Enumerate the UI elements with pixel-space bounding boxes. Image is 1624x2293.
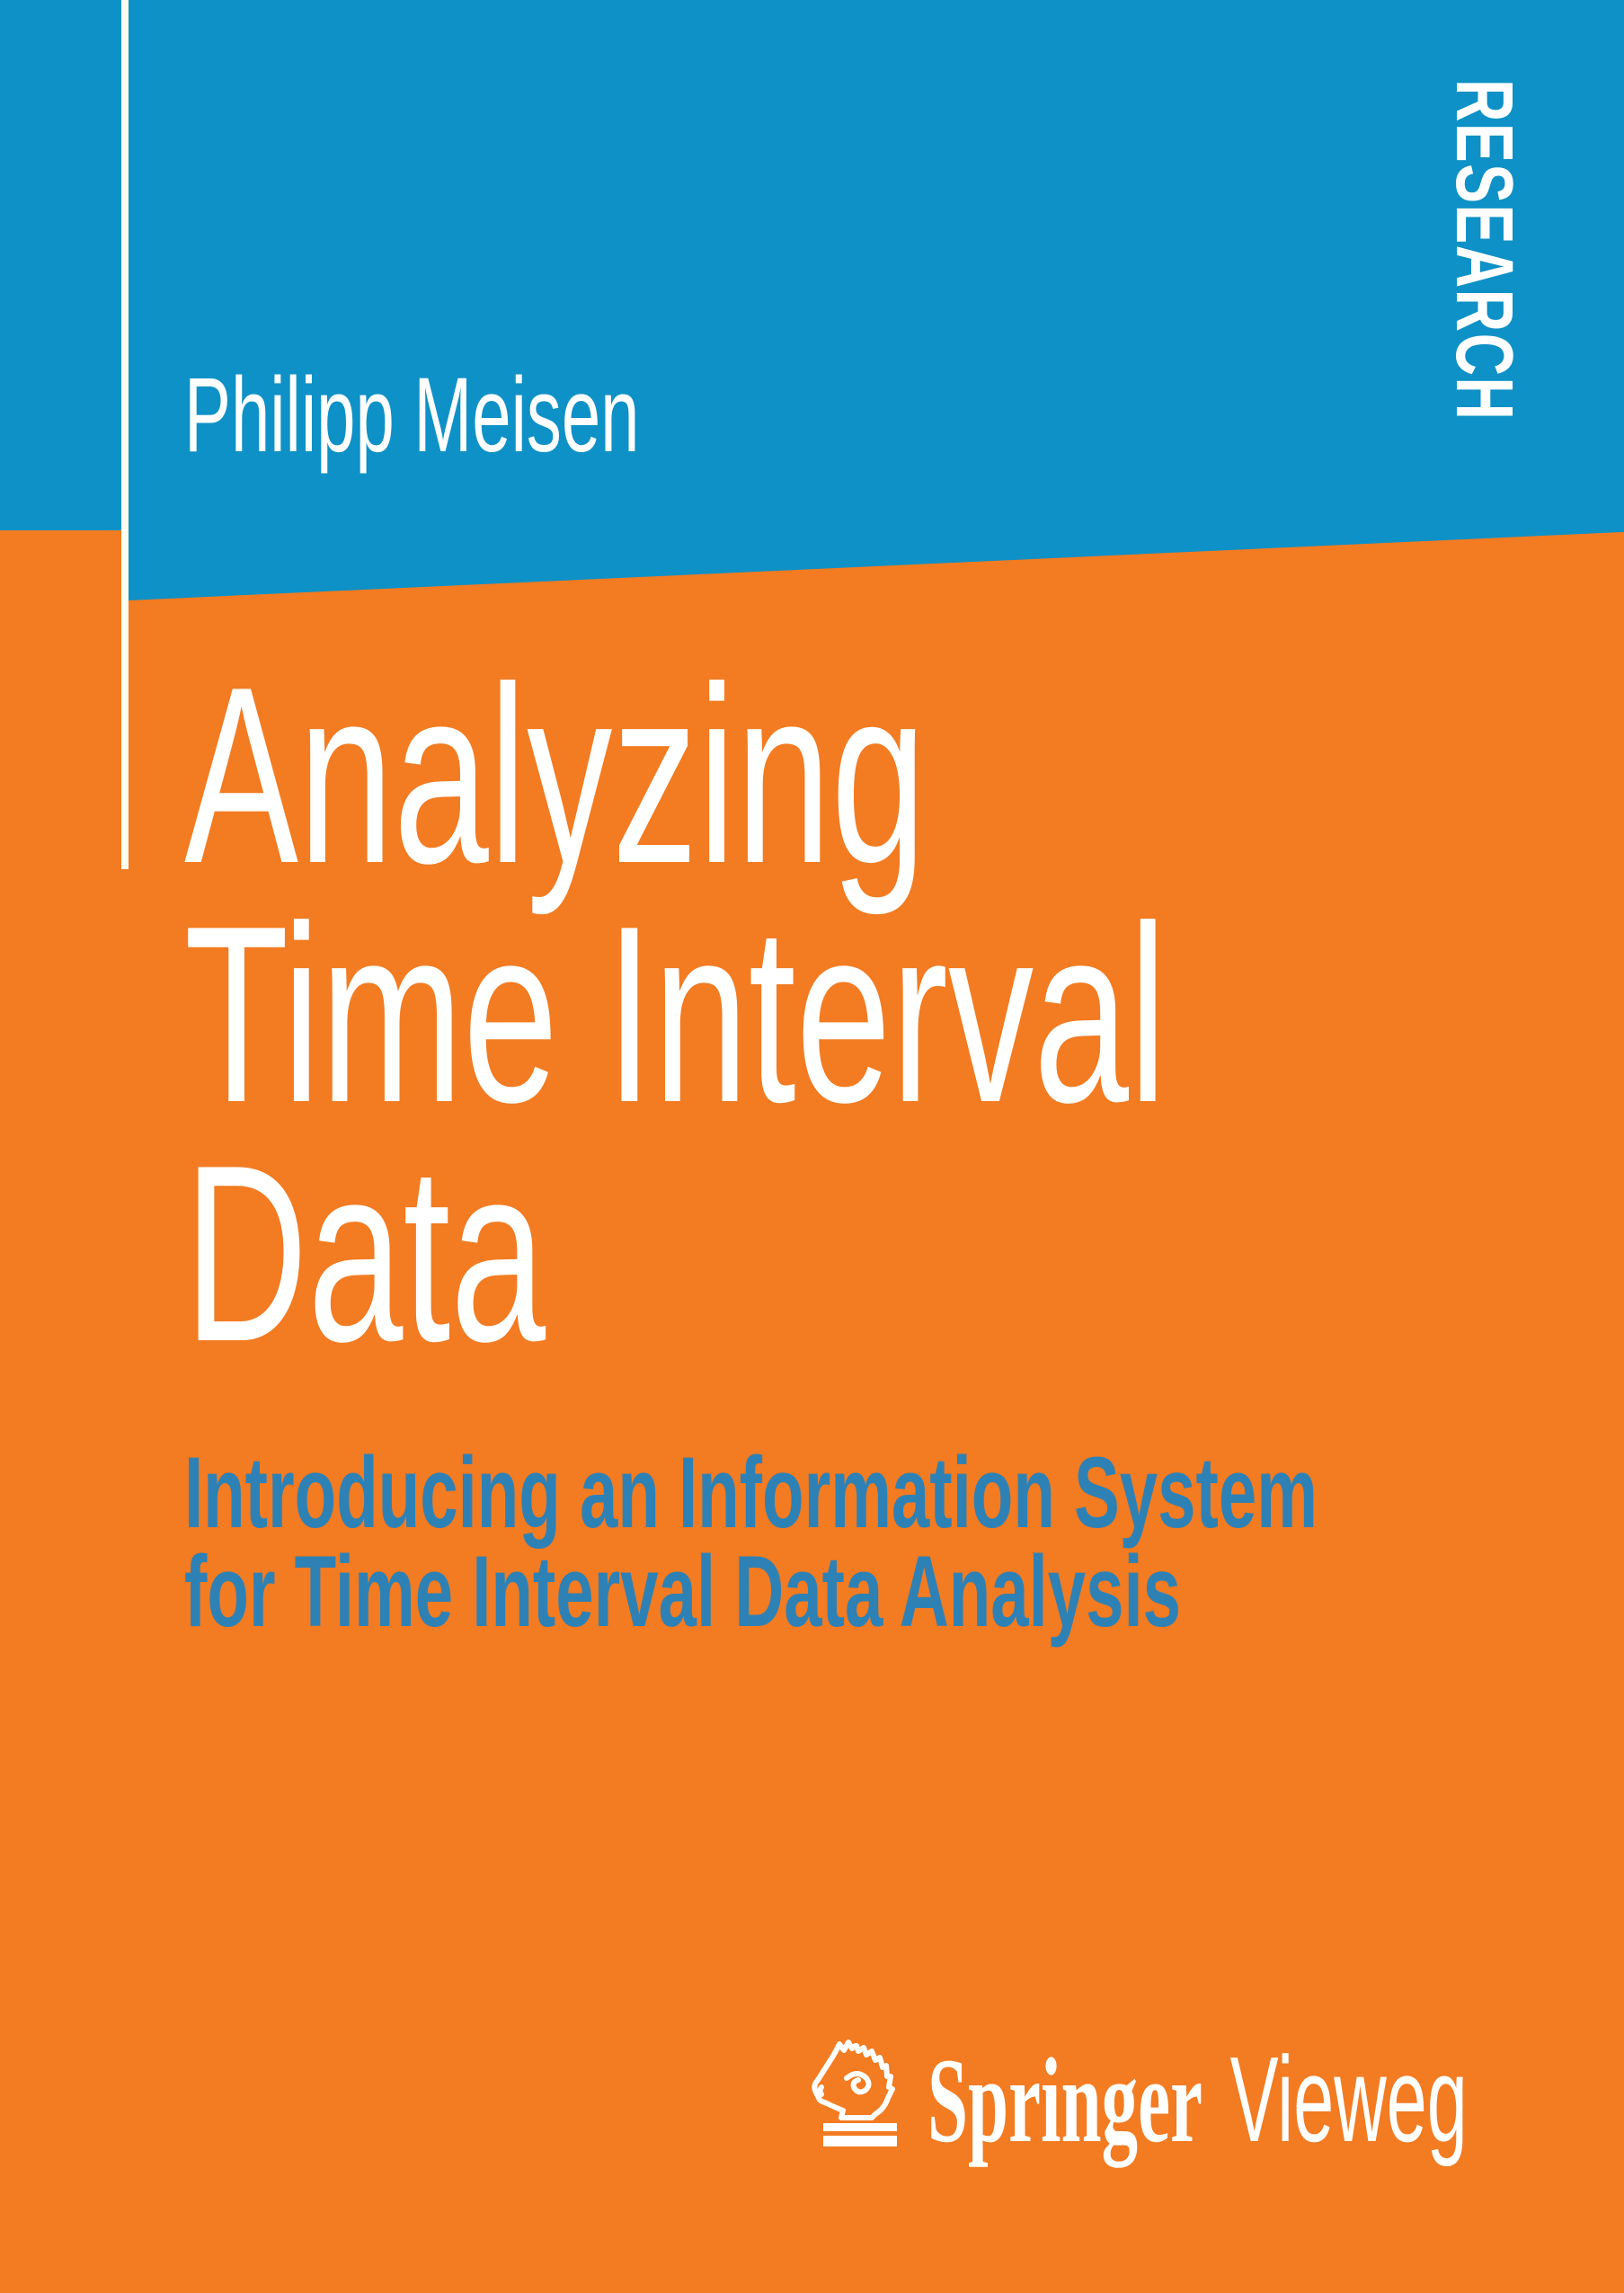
vertical-rule <box>121 0 129 869</box>
title-line-2: Time Interval <box>184 875 1167 1155</box>
title-line-3: Data <box>184 1114 546 1394</box>
springer-knight-icon <box>807 2035 902 2146</box>
book-subtitle: Introducing an Information System for Ti… <box>184 1436 1318 1648</box>
subtitle-line-2: for Time Interval Data Analysis <box>184 1535 1181 1648</box>
publisher-name-vieweg: Vieweg <box>1229 2031 1468 2167</box>
blue-band <box>129 0 1624 600</box>
publisher-name-springer: Springer <box>927 2034 1203 2168</box>
book-title: Analyzing Time Interval Data <box>184 635 1167 1394</box>
author-name: Philipp Meisen <box>184 356 640 475</box>
title-line-1: Analyzing <box>184 635 927 916</box>
subtitle-line-1: Introducing an Information System <box>184 1436 1318 1549</box>
research-series-label: RESEARCH <box>1439 79 1529 422</box>
left-accent-strip <box>0 0 121 530</box>
publisher-logo: Springer Vieweg <box>927 2039 1468 2162</box>
